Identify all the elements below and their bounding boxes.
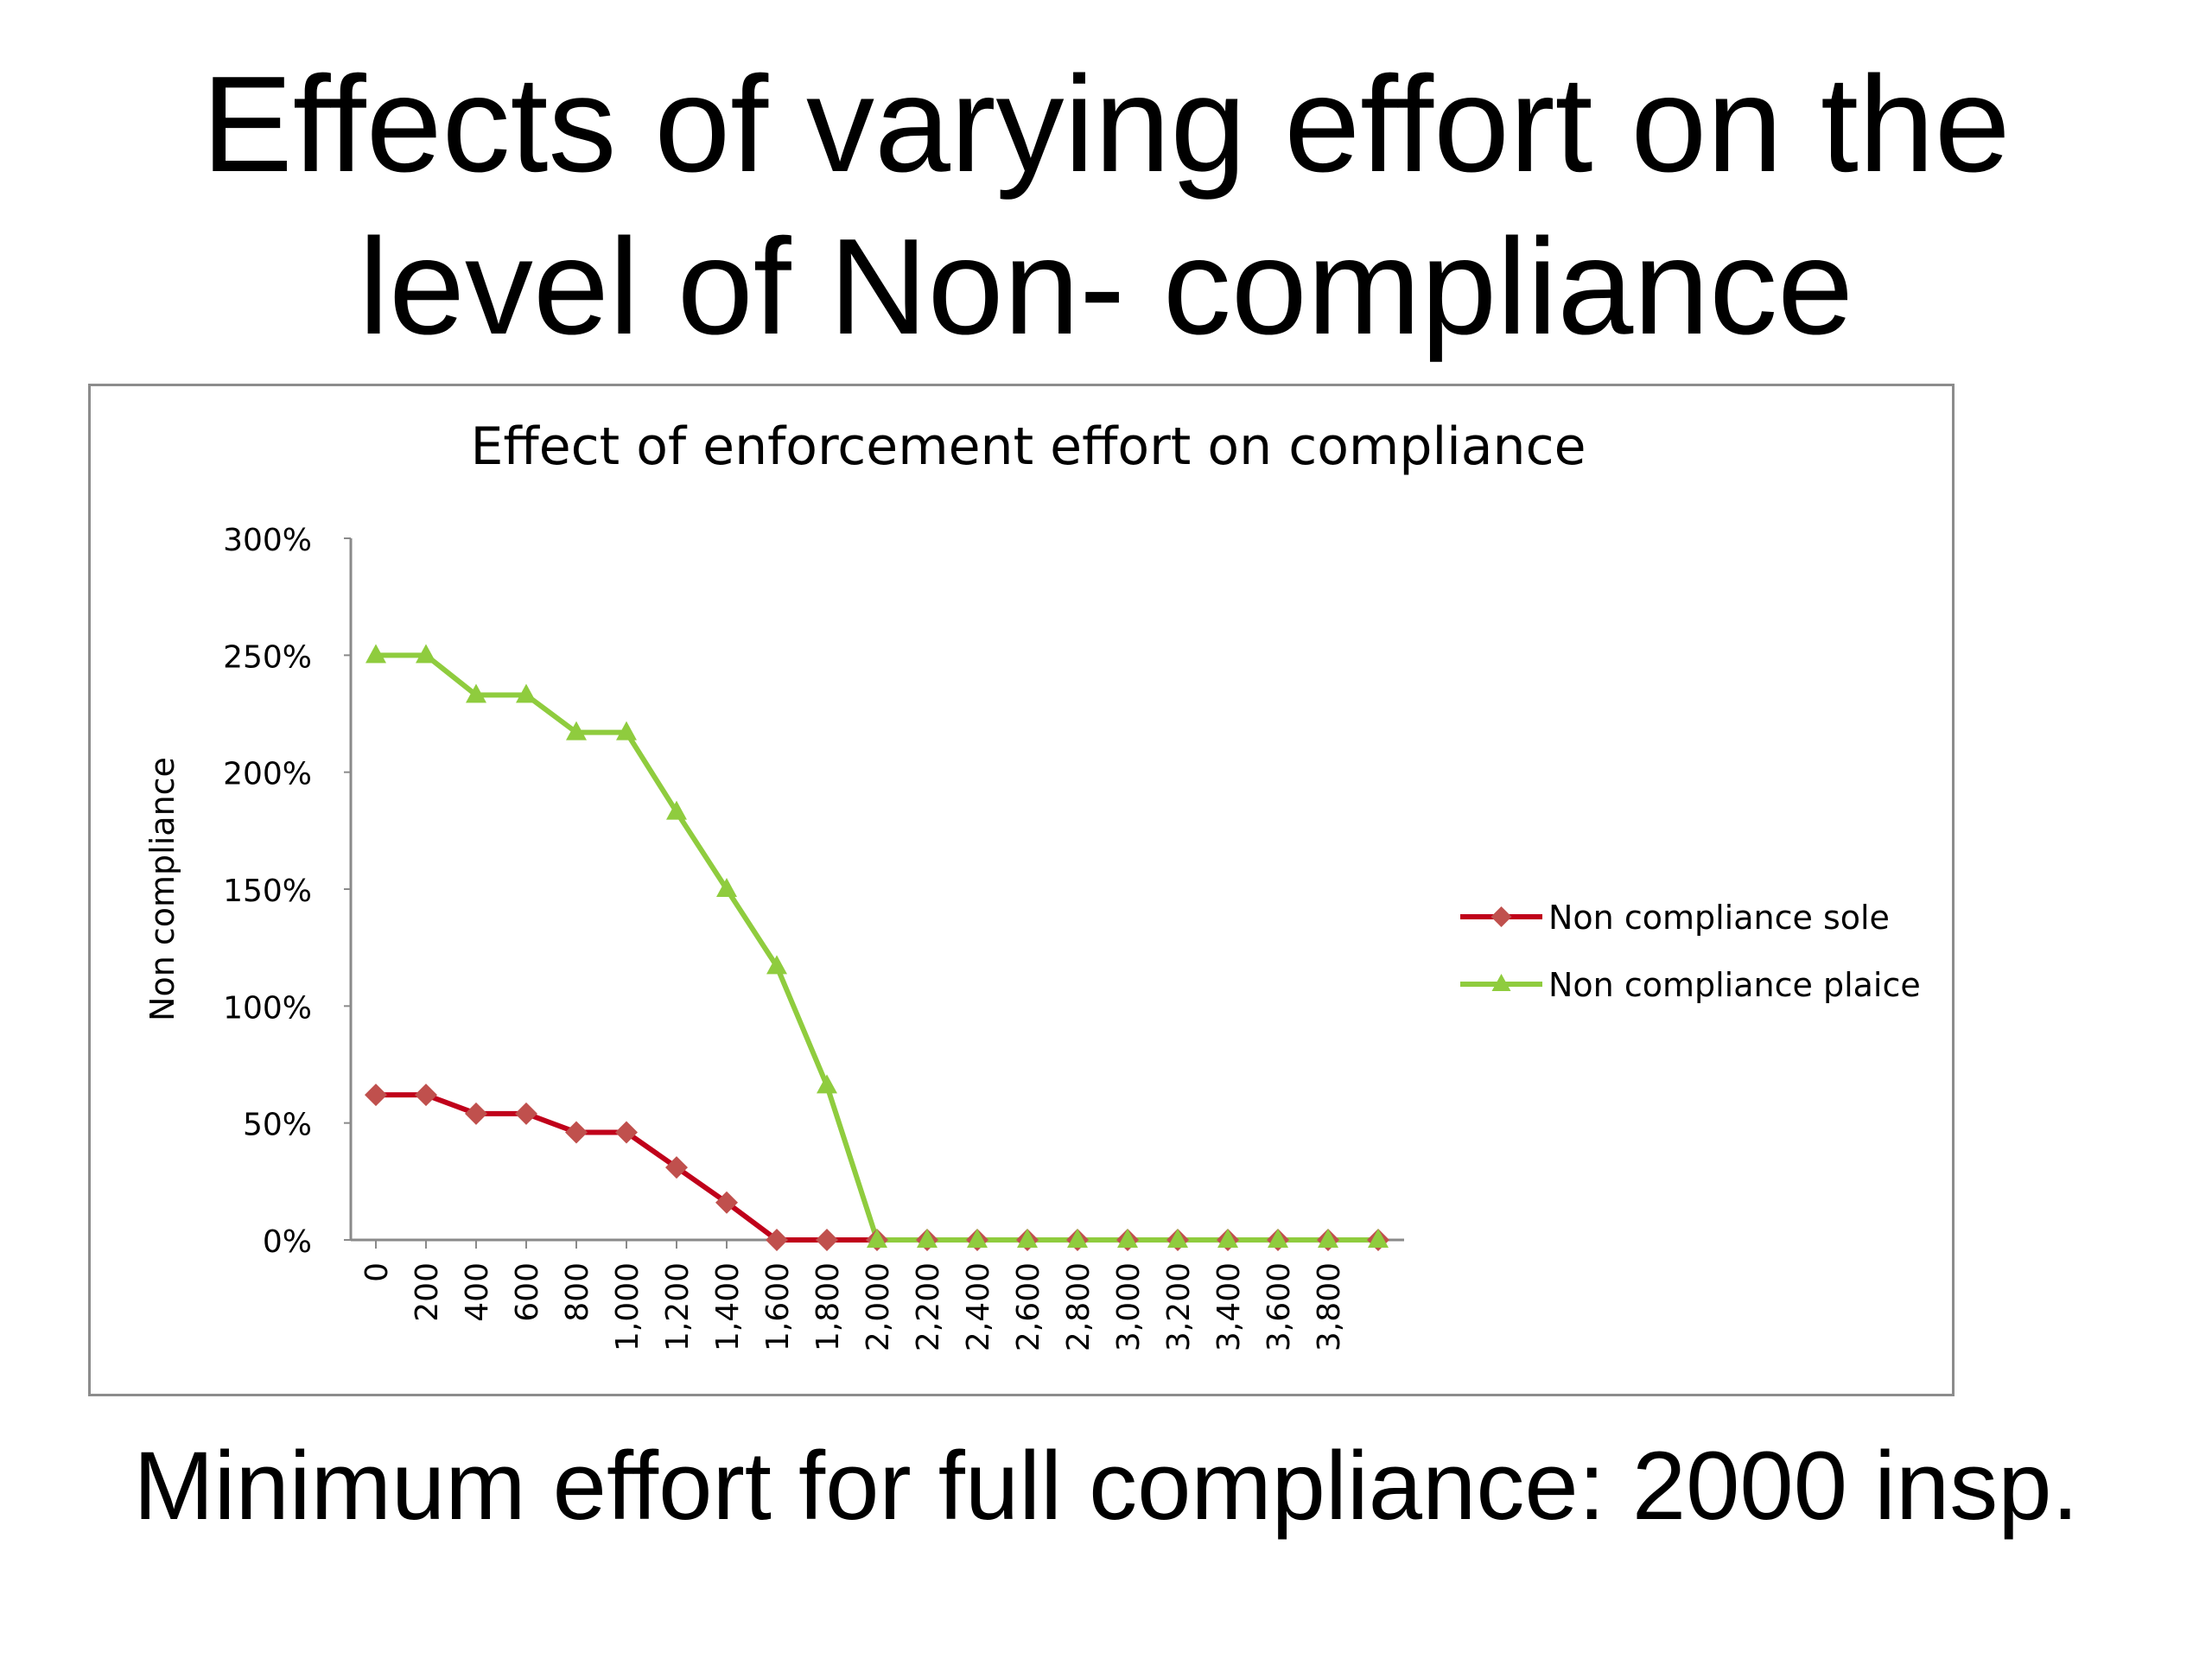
x-tick-label: 3,800 <box>1312 1262 1347 1351</box>
series-line-1 <box>376 652 1378 1243</box>
data-point-1 <box>1117 1229 1138 1248</box>
data-point-1 <box>1067 1229 1088 1248</box>
x-tick-label: 3,200 <box>1161 1262 1197 1351</box>
legend-label: Non compliance plaice <box>1548 966 1921 1004</box>
data-point-1 <box>616 721 637 741</box>
data-point-1 <box>365 644 386 664</box>
data-point-0 <box>615 1121 638 1144</box>
slide-title-line-2: level of Non- compliance <box>358 211 1854 363</box>
y-axis-title: Non compliance <box>143 757 181 1021</box>
x-tick-label: 1,600 <box>760 1262 796 1351</box>
legend-marker <box>1491 906 1512 927</box>
data-point-1 <box>716 878 737 897</box>
data-point-1 <box>1217 1229 1238 1248</box>
x-tick-label: 3,000 <box>1111 1262 1147 1351</box>
x-tick-label: 800 <box>560 1262 595 1322</box>
y-tick-label: 0% <box>263 1224 312 1260</box>
chart-title: Effect of enforcement effort on complian… <box>471 416 1586 477</box>
data-point-1 <box>466 683 486 703</box>
data-point-1 <box>666 800 687 820</box>
x-tick-label: 2,200 <box>911 1262 946 1351</box>
chart-frame: Effect of enforcement effort on complian… <box>88 384 1955 1396</box>
y-tick-label: 200% <box>223 757 312 792</box>
slide-footer-text: Minimum effort for full compliance: 2000… <box>133 1432 2079 1540</box>
x-tick-label: 1,800 <box>810 1262 846 1351</box>
slide-title: Effects of varying effort on the level o… <box>0 43 2212 368</box>
data-point-1 <box>1318 1229 1338 1248</box>
line-chart: Effect of enforcement effort on complian… <box>143 416 1921 1351</box>
x-tick-label: 2,600 <box>1011 1262 1046 1351</box>
legend-marker <box>1491 974 1511 991</box>
data-point-1 <box>766 955 787 975</box>
slide-title-line-1: Effects of varying effort on the <box>201 48 2011 200</box>
data-point-1 <box>867 1229 887 1248</box>
data-point-0 <box>515 1102 537 1125</box>
x-tick-label: 2,400 <box>961 1262 996 1351</box>
x-tick-label: 3,400 <box>1211 1262 1247 1351</box>
data-point-0 <box>715 1191 738 1214</box>
data-point-1 <box>1268 1229 1288 1248</box>
data-point-1 <box>817 1074 837 1094</box>
x-tick-label: 3,600 <box>1262 1262 1297 1351</box>
data-point-1 <box>516 683 537 703</box>
data-point-0 <box>766 1229 788 1251</box>
legend-label: Non compliance sole <box>1548 899 1890 937</box>
x-tick-label: 1,000 <box>610 1262 645 1351</box>
data-point-0 <box>365 1084 387 1107</box>
y-tick-label: 250% <box>223 639 312 675</box>
data-point-0 <box>465 1102 487 1125</box>
y-tick-label: 150% <box>223 874 312 909</box>
x-tick-label: 0 <box>359 1262 395 1282</box>
y-tick-label: 300% <box>223 523 312 558</box>
data-point-1 <box>1368 1229 1389 1248</box>
data-point-1 <box>566 721 587 741</box>
y-tick-label: 50% <box>243 1108 312 1143</box>
x-tick-label: 1,200 <box>660 1262 696 1351</box>
data-point-1 <box>967 1229 988 1248</box>
data-point-0 <box>665 1156 688 1179</box>
data-point-0 <box>415 1084 437 1107</box>
data-point-0 <box>565 1121 588 1144</box>
x-tick-label: 600 <box>510 1262 545 1322</box>
x-tick-label: 200 <box>410 1262 445 1322</box>
x-tick-label: 2,800 <box>1061 1262 1096 1351</box>
x-tick-label: 400 <box>460 1262 495 1322</box>
data-point-1 <box>1167 1229 1188 1248</box>
y-tick-label: 100% <box>223 990 312 1026</box>
data-point-1 <box>1017 1229 1038 1248</box>
x-tick-label: 1,400 <box>710 1262 746 1351</box>
data-point-1 <box>917 1229 938 1248</box>
data-point-0 <box>816 1229 838 1251</box>
data-point-1 <box>416 644 436 664</box>
x-tick-label: 2,000 <box>861 1262 896 1351</box>
